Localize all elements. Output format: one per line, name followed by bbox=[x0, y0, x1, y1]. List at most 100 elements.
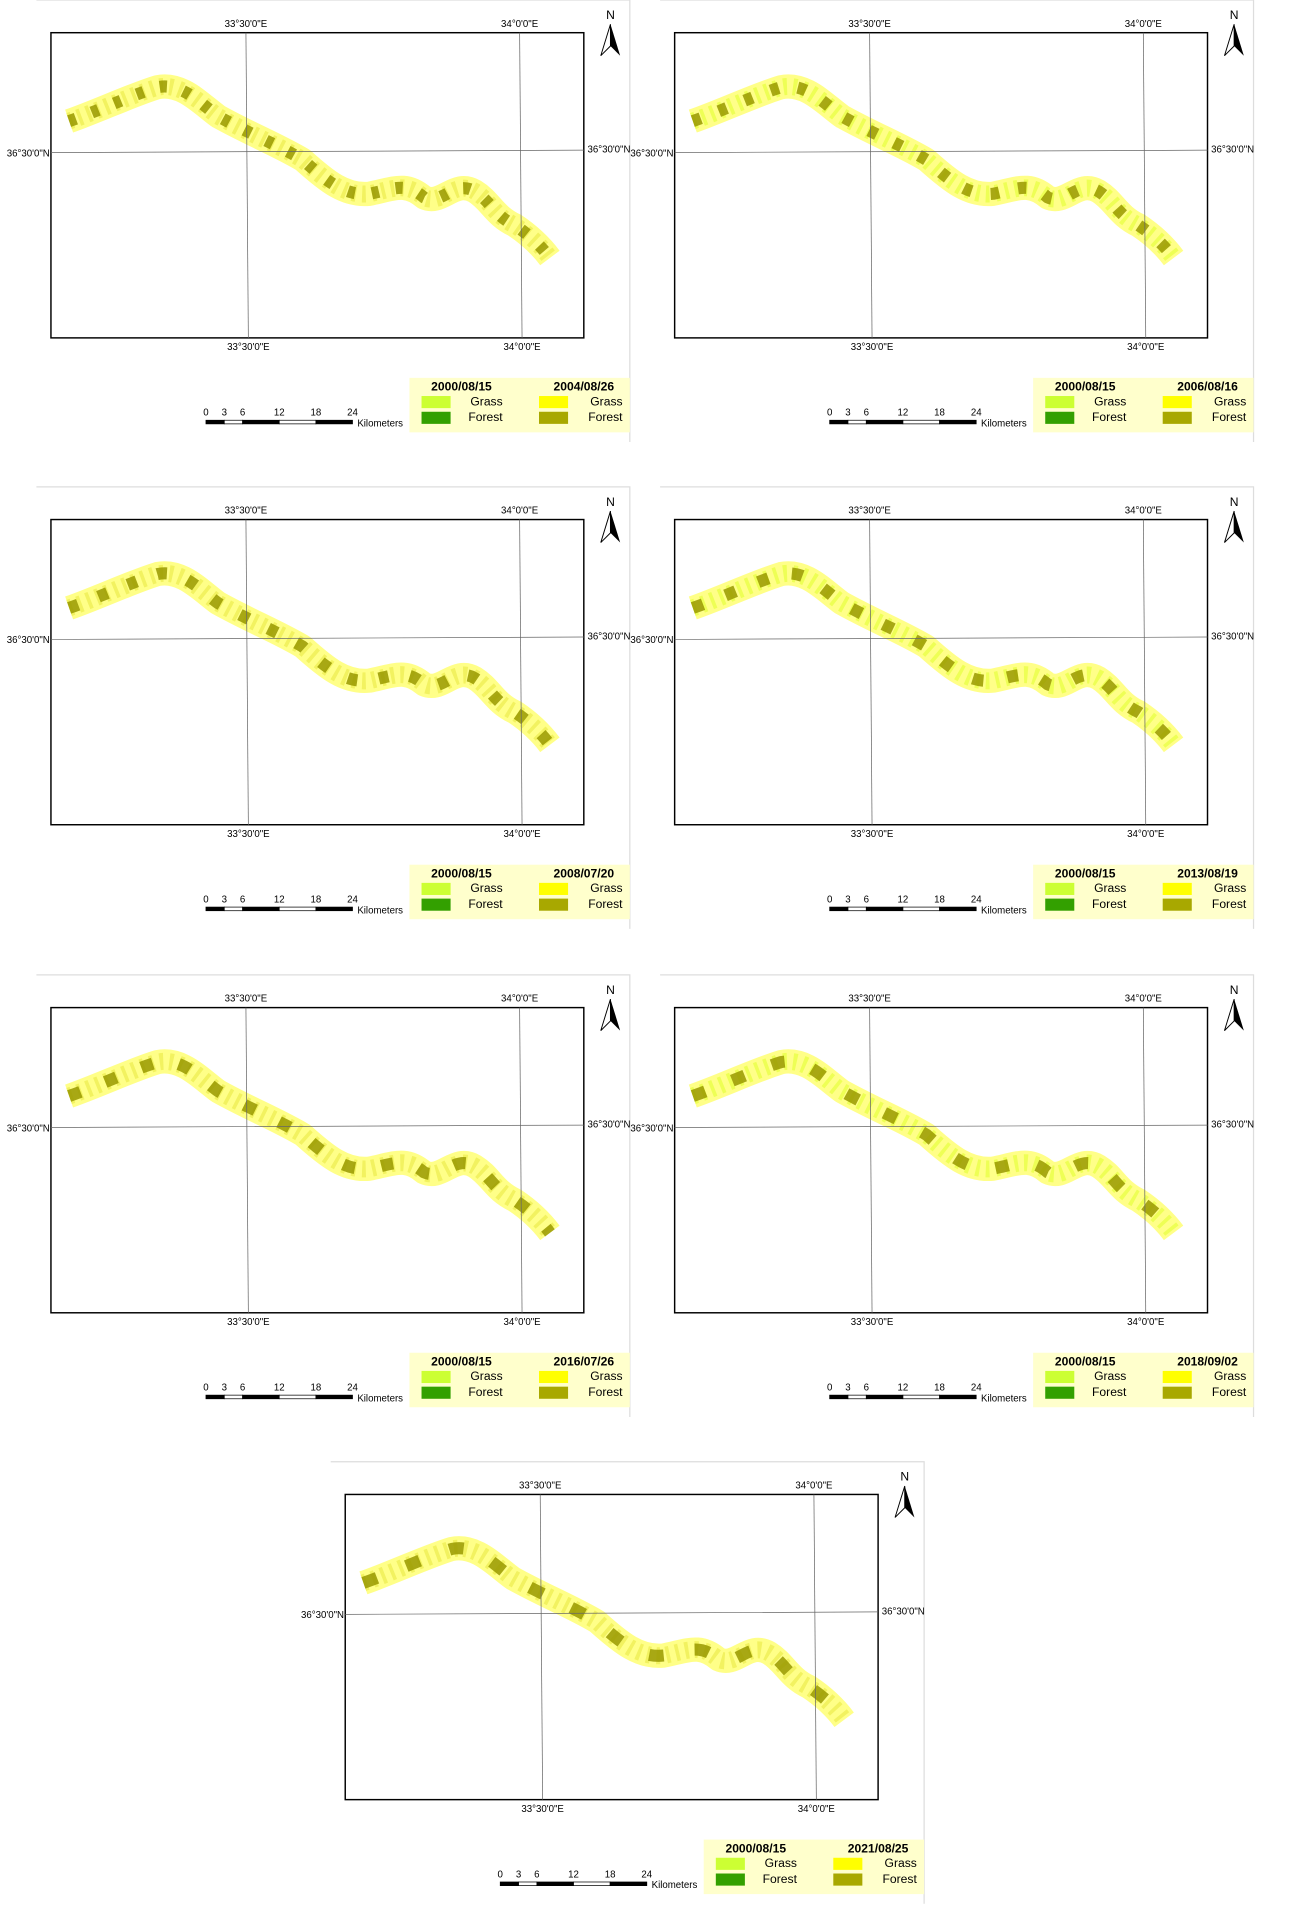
scale-label: 12 bbox=[274, 1382, 285, 1393]
map-panel: 33°30'0"E33°30'0"E34°0'0"E34°0'0"E36°30'… bbox=[301, 1462, 925, 1904]
scale-label: 24 bbox=[971, 1382, 982, 1393]
legend-swatch bbox=[716, 1858, 745, 1870]
scale-label: 3 bbox=[516, 1869, 521, 1880]
legend-date: 2000/08/15 bbox=[1055, 1355, 1116, 1369]
scale-segment bbox=[243, 420, 280, 424]
legend-swatch bbox=[1045, 396, 1074, 408]
scale-segment bbox=[316, 420, 353, 424]
lon-label: 33°30'0"E bbox=[521, 1804, 564, 1815]
map-panel: 33°30'0"E33°30'0"E34°0'0"E34°0'0"E36°30'… bbox=[7, 0, 631, 442]
legend-swatch bbox=[422, 1371, 451, 1383]
legend-swatch bbox=[1045, 899, 1074, 911]
legend-date: 2018/09/02 bbox=[1177, 1355, 1238, 1369]
lon-label: 33°30'0"E bbox=[851, 1317, 894, 1328]
legend-swatch bbox=[422, 883, 451, 895]
north-arrow bbox=[601, 511, 611, 542]
scale-segment bbox=[848, 1395, 866, 1399]
north-arrow bbox=[610, 511, 620, 542]
scale-label: 24 bbox=[347, 894, 358, 905]
lat-label: 36°30'0"N bbox=[587, 145, 630, 156]
scale-segment bbox=[830, 1395, 848, 1399]
scale-label: 3 bbox=[222, 408, 227, 419]
lon-label: 34°0'0"E bbox=[503, 1317, 541, 1328]
legend-swatch bbox=[1163, 412, 1192, 424]
legend-label: Grass bbox=[1094, 394, 1126, 408]
legend-swatch bbox=[1045, 1371, 1074, 1383]
legend-label: Forest bbox=[588, 410, 623, 424]
scale-segment bbox=[940, 420, 977, 424]
north-arrow bbox=[601, 999, 611, 1030]
legend-swatch bbox=[1163, 1387, 1192, 1399]
legend-label: Grass bbox=[1094, 1369, 1126, 1383]
lon-label: 34°0'0"E bbox=[798, 1804, 836, 1815]
map-panel: 33°30'0"E33°30'0"E34°0'0"E34°0'0"E36°30'… bbox=[7, 487, 631, 929]
scale-segment bbox=[940, 1395, 977, 1399]
scale-label: 6 bbox=[240, 894, 245, 905]
legend-date: 2000/08/15 bbox=[431, 380, 492, 394]
north-arrow bbox=[1234, 511, 1244, 542]
legend-label: Grass bbox=[1094, 881, 1126, 895]
lon-label: 34°0'0"E bbox=[1125, 19, 1163, 30]
scale-segment bbox=[316, 1395, 353, 1399]
scale-segment bbox=[574, 1882, 611, 1886]
scale-segment bbox=[224, 1395, 242, 1399]
legend-label: Grass bbox=[590, 1369, 622, 1383]
lon-label: 33°30'0"E bbox=[225, 19, 268, 30]
scale-label: 6 bbox=[864, 894, 869, 905]
lon-label: 34°0'0"E bbox=[1125, 994, 1163, 1005]
legend-label: Grass bbox=[470, 881, 502, 895]
scale-label: 18 bbox=[934, 1382, 945, 1393]
legend-label: Grass bbox=[1214, 394, 1246, 408]
scale-unit: Kilometers bbox=[981, 418, 1027, 429]
lat-label: 36°30'0"N bbox=[882, 1606, 925, 1617]
scale-segment bbox=[224, 420, 242, 424]
lat-label: 36°30'0"N bbox=[587, 1120, 630, 1131]
north-label: N bbox=[1230, 8, 1239, 22]
map-panel: 33°30'0"E33°30'0"E34°0'0"E34°0'0"E36°30'… bbox=[630, 0, 1254, 442]
legend-label: Forest bbox=[588, 897, 623, 911]
scale-segment bbox=[866, 907, 903, 911]
scale-label: 12 bbox=[898, 408, 909, 419]
legend-label: Grass bbox=[470, 394, 502, 408]
scale-label: 18 bbox=[605, 1869, 616, 1880]
legend-swatch bbox=[833, 1858, 862, 1870]
lon-label: 34°0'0"E bbox=[501, 506, 539, 517]
legend-swatch bbox=[1045, 412, 1074, 424]
scale-unit: Kilometers bbox=[652, 1880, 698, 1891]
north-label: N bbox=[606, 8, 615, 22]
lon-label: 34°0'0"E bbox=[1125, 506, 1163, 517]
lat-label: 36°30'0"N bbox=[7, 635, 50, 646]
scale-label: 24 bbox=[971, 894, 982, 905]
legend-date: 2004/08/26 bbox=[554, 380, 615, 394]
scale-unit: Kilometers bbox=[357, 418, 403, 429]
legend-label: Grass bbox=[1214, 881, 1246, 895]
scale-segment bbox=[316, 907, 353, 911]
lat-label: 36°30'0"N bbox=[1211, 1120, 1254, 1131]
scale-label: 0 bbox=[203, 1382, 208, 1393]
scale-segment bbox=[206, 907, 224, 911]
legend-swatch bbox=[1163, 396, 1192, 408]
lon-label: 33°30'0"E bbox=[227, 342, 270, 353]
scale-segment bbox=[206, 1395, 224, 1399]
lat-label: 36°30'0"N bbox=[630, 1123, 673, 1134]
scale-label: 6 bbox=[534, 1869, 539, 1880]
north-arrow bbox=[1224, 999, 1234, 1030]
north-arrow bbox=[895, 1486, 905, 1517]
scale-label: 18 bbox=[310, 1382, 321, 1393]
lon-label: 33°30'0"E bbox=[848, 506, 891, 517]
scale-label: 0 bbox=[203, 894, 208, 905]
north-label: N bbox=[900, 1470, 909, 1484]
legend-date: 2013/08/19 bbox=[1177, 867, 1238, 881]
scale-segment bbox=[279, 907, 316, 911]
scale-segment bbox=[537, 1882, 574, 1886]
scale-segment bbox=[848, 420, 866, 424]
north-arrow bbox=[1234, 24, 1244, 55]
lon-label: 34°0'0"E bbox=[1127, 342, 1165, 353]
lon-label: 33°30'0"E bbox=[225, 506, 268, 517]
scale-label: 0 bbox=[827, 408, 832, 419]
scale-label: 0 bbox=[203, 408, 208, 419]
scale-segment bbox=[243, 1395, 280, 1399]
lat-label: 36°30'0"N bbox=[630, 635, 673, 646]
scale-label: 0 bbox=[827, 894, 832, 905]
scale-segment bbox=[830, 420, 848, 424]
